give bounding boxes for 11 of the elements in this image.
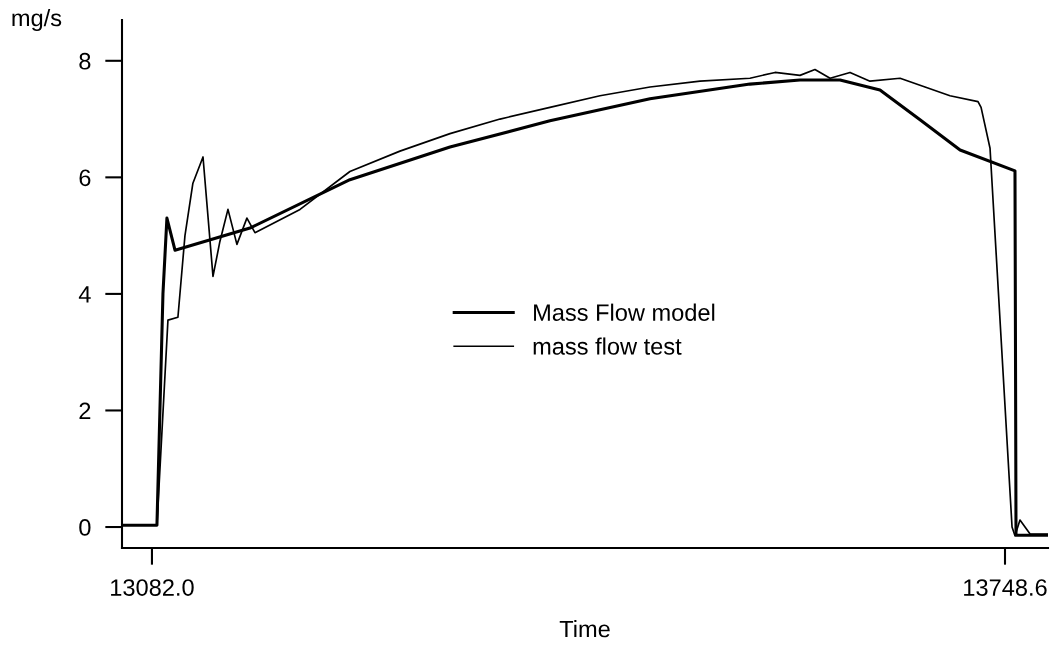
y-tick-label: 4 bbox=[78, 286, 91, 303]
x-axis-title: Time bbox=[559, 620, 610, 638]
y-tick-label: 0 bbox=[79, 519, 91, 536]
x-tick-label: 13748.6 bbox=[964, 579, 1047, 596]
y-tick-label: 6 bbox=[79, 169, 91, 187]
y-axis-title: mg/s bbox=[12, 9, 62, 31]
x-tick-label: 13082.0 bbox=[111, 579, 194, 596]
y-tick-label: 2 bbox=[79, 402, 91, 420]
y-tick-label: 8 bbox=[79, 52, 91, 70]
legend-label: mass flow test bbox=[533, 337, 682, 355]
legend-label: Mass Flow model bbox=[534, 303, 715, 321]
